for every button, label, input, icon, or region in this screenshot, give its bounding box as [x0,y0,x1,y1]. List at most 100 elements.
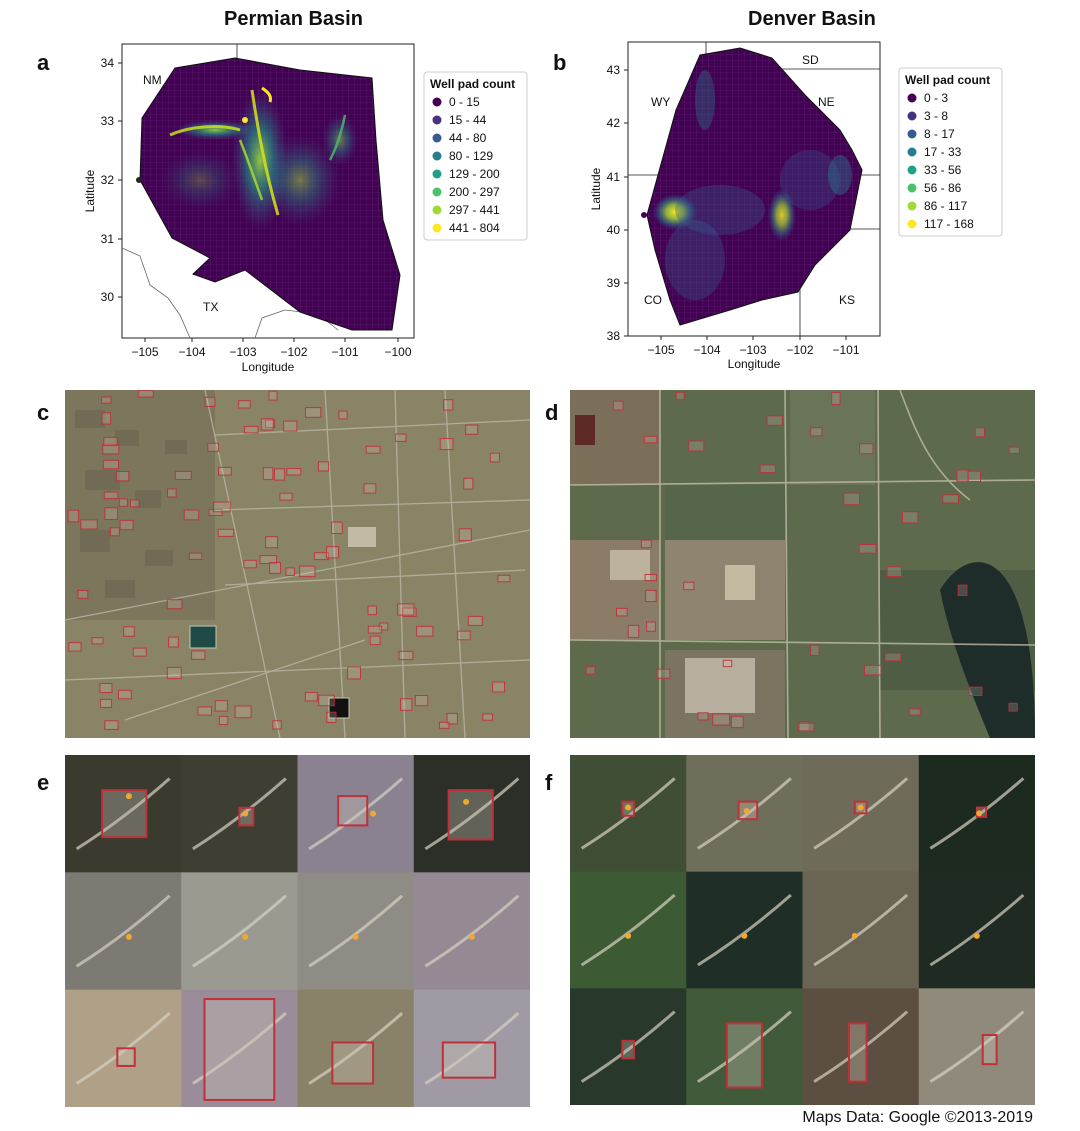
well-pad-marker [851,932,858,939]
well-pad-box [166,666,182,680]
well-pad-box [274,468,286,481]
well-pad-box [643,435,658,444]
denver-legend-label: 0 - 3 [924,91,948,105]
state-label-tx: TX [203,300,218,314]
well-pad-box [338,410,348,420]
sample-tile [686,988,803,1105]
well-pad-box [168,636,179,648]
well-pad-marker [242,933,249,940]
sample-tile [297,989,415,1107]
well-pad-box [101,412,112,425]
denver-legend-marker [907,219,917,229]
state-label-sd: SD [802,53,819,67]
permian-aerial-image [65,390,530,738]
sample-road [813,1010,909,1083]
state-label-nm: NM [143,73,162,87]
well-pad-box [203,998,276,1101]
well-pad-box [99,683,113,693]
well-pad-box [100,396,112,404]
well-pad-box [166,599,183,610]
denver-basin-title: Denver Basin [748,8,876,30]
well-pad-box [612,400,624,411]
sample-road [424,1012,520,1085]
well-pad-box [463,477,474,490]
well-pad-marker [463,798,470,805]
permian-ytick-label: 34 [101,56,115,70]
well-pad-box [886,566,903,578]
well-pad-box [118,689,132,700]
sample-tile [413,755,530,873]
well-pad-box [482,713,493,721]
permian-legend-label: 297 - 441 [449,203,500,217]
permian-legend-marker [432,151,442,161]
permian-xtick-label: −102 [280,345,307,359]
well-pad-box [103,491,119,500]
well-pad-marker [468,933,475,940]
permian-legend-marker [432,223,442,233]
well-pad-box [167,488,177,498]
well-pad-box [132,647,147,657]
permian-legend-marker [432,205,442,215]
well-pad-box [91,637,104,645]
permian-legend-label: 15 - 44 [449,113,487,127]
well-pad-box [859,443,874,455]
well-pad-box [848,1022,868,1083]
well-pad-box [234,705,252,719]
permian-ytick-label: 31 [101,232,115,246]
permian-sample-grid [65,755,530,1107]
well-pad-box [810,644,820,657]
well-pad-box [269,562,281,574]
permian-legend-marker [432,187,442,197]
well-pad-box [80,519,98,530]
well-pad-box [645,589,657,602]
well-pad-box [102,459,119,470]
well-pad-marker [857,804,864,811]
well-pad-box [974,427,985,438]
well-pad-box [398,650,414,661]
permian-xtick-label: −100 [384,345,411,359]
well-pad-box [712,713,731,726]
well-pad-box [262,467,274,481]
well-pad-box [183,509,200,521]
well-pad-box [395,433,407,442]
permian-legend-marker [432,97,442,107]
well-pad-box [213,501,231,513]
well-pad-box [272,720,282,730]
well-pad-box [400,698,413,711]
sample-road [75,777,171,851]
denver-x-ticks [660,336,847,340]
permian-legend-label: 441 - 804 [449,221,500,235]
well-pad-box [688,440,705,452]
well-pad-box [759,464,776,474]
panel-letter-d: d [545,400,559,425]
well-pad-box [439,438,454,451]
well-pad-box [313,552,329,561]
well-pad-box [337,795,369,827]
sample-tile [570,871,687,989]
well-pad-marker [370,810,377,817]
well-pad-box [439,721,450,729]
denver-reference-dot [641,212,647,218]
permian-legend-marker [432,133,442,143]
sample-tile [297,755,415,873]
well-pad-box [843,492,860,506]
well-pad-box [402,607,417,617]
denver-xtick-label: −103 [739,343,766,357]
well-pad-box [616,607,628,617]
denver-legend-label: 86 - 117 [924,199,967,213]
well-pad-box [104,507,119,521]
well-pad-box [265,536,279,549]
denver-legend-label: 33 - 56 [924,163,962,177]
well-pad-box [130,499,140,508]
well-pad-marker [976,810,983,817]
sample-tile [181,872,298,991]
denver-sample-grid [570,755,1035,1105]
well-pad-box [347,666,362,680]
well-pad-box [243,559,257,569]
well-pad-box [627,624,640,638]
well-pad-box [858,544,877,554]
permian-legend-label: 129 - 200 [449,167,500,181]
well-pad-box [118,498,128,507]
well-pad-box [640,539,652,549]
permian-y-ticks [118,62,122,298]
